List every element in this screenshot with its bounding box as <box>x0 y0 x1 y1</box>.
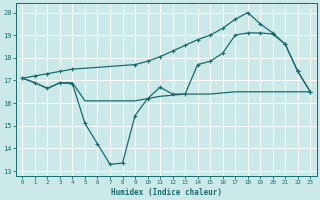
X-axis label: Humidex (Indice chaleur): Humidex (Indice chaleur) <box>111 188 222 197</box>
